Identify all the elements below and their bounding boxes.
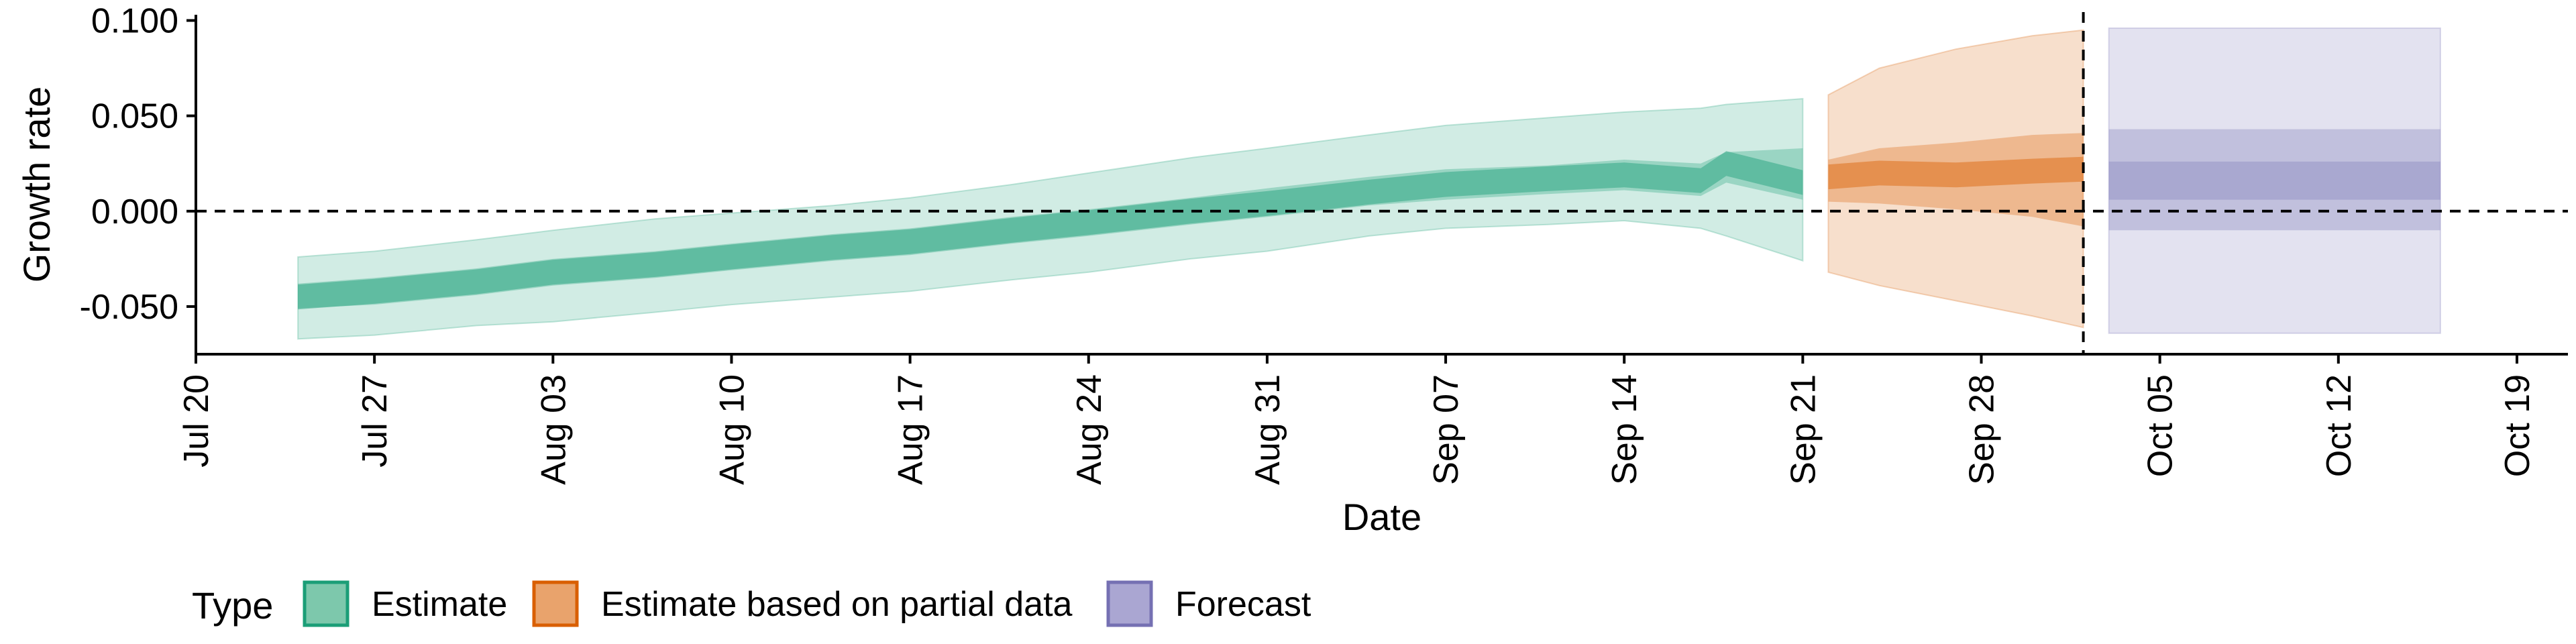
legend-swatch [532, 580, 579, 627]
estimate-based-on-partial-data-band-50 [1828, 133, 2084, 227]
axes: -0.050 0.000 0.050 0.100 Jul 20 Jul 27 Aug 03 A… [80, 2, 2568, 485]
legend-label: Estimate [372, 585, 507, 624]
x-tick-label: Sep 07 [1427, 374, 1466, 485]
legend-label: Estimate based on partial data [601, 585, 1073, 624]
y-axis-title: Growth rate [15, 87, 58, 283]
y-tick-label: 0.050 [91, 97, 178, 136]
estimate-median-band [298, 151, 1803, 310]
estimate-band-50 [298, 148, 1803, 309]
x-tick-label: Aug 10 [712, 374, 751, 485]
y-tick-label: 0.000 [91, 193, 178, 231]
x-tick-label: Sep 21 [1784, 374, 1823, 485]
forecast-band-90 [2108, 27, 2441, 334]
x-tick-label: Jul 20 [177, 374, 216, 468]
x-tick-label: Sep 14 [1605, 374, 1644, 485]
x-tick-label: Oct 12 [2320, 374, 2359, 477]
x-tick-label: Aug 24 [1070, 374, 1109, 485]
x-tick-label: Aug 17 [892, 374, 930, 485]
legend-label: Forecast [1175, 585, 1311, 624]
x-tick-label: Aug 31 [1248, 374, 1287, 485]
forecast-band-20 [2108, 161, 2440, 200]
legend: Type Estimate Estimate based on partial d… [192, 580, 1311, 627]
uncertainty-bands [297, 27, 2441, 340]
forecast-band-50 [2108, 129, 2440, 231]
x-tick-label: Oct 05 [2141, 374, 2180, 477]
median-bands [298, 151, 2084, 310]
legend-swatch [1106, 580, 1153, 627]
x-tick-label: Sep 28 [1963, 374, 2002, 485]
x-tick-label: Oct 19 [2498, 374, 2537, 477]
reference-lines [196, 12, 2568, 354]
y-tick-label: 0.100 [91, 2, 178, 41]
legend-title: Type [192, 584, 273, 627]
estimate-band-90 [297, 98, 1804, 340]
legend-swatch [303, 580, 350, 627]
estimate-based-on-partial-data-median-band [1828, 156, 2084, 190]
x-axis-title: Date [1342, 496, 1421, 538]
x-tick-label: Jul 27 [356, 374, 394, 468]
y-tick-label: -0.050 [80, 288, 178, 327]
estimate-based-on-partial-data-band-90 [1827, 29, 2084, 329]
x-tick-label: Aug 03 [534, 374, 573, 485]
